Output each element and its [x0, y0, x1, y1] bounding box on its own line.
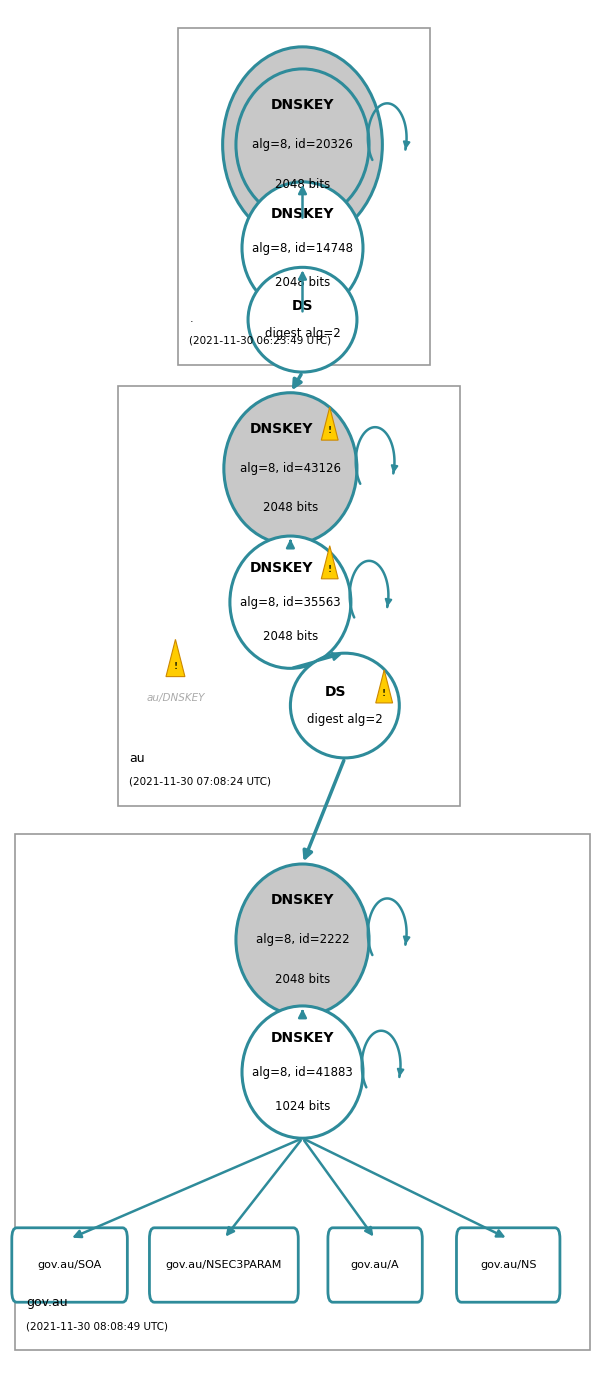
Polygon shape	[166, 639, 185, 677]
Text: gov.au: gov.au	[26, 1297, 68, 1309]
Text: gov.au/NS: gov.au/NS	[480, 1259, 537, 1271]
Text: (2021-11-30 08:08:49 UTC): (2021-11-30 08:08:49 UTC)	[26, 1322, 168, 1331]
Text: alg=8, id=20326: alg=8, id=20326	[252, 138, 353, 152]
Text: au: au	[129, 752, 145, 765]
Text: digest alg=2: digest alg=2	[307, 712, 383, 726]
Text: 2048 bits: 2048 bits	[275, 276, 330, 289]
Text: alg=8, id=41883: alg=8, id=41883	[252, 1065, 353, 1079]
FancyBboxPatch shape	[118, 386, 460, 806]
Text: alg=8, id=14748: alg=8, id=14748	[252, 241, 353, 255]
Polygon shape	[321, 407, 338, 440]
Text: DNSKEY: DNSKEY	[271, 98, 334, 112]
Text: (2021-11-30 06:23:49 UTC): (2021-11-30 06:23:49 UTC)	[189, 336, 332, 346]
Ellipse shape	[242, 182, 363, 314]
Text: DNSKEY: DNSKEY	[271, 207, 334, 220]
Ellipse shape	[236, 864, 369, 1016]
Ellipse shape	[290, 653, 399, 758]
Text: alg=8, id=35563: alg=8, id=35563	[240, 595, 341, 609]
FancyBboxPatch shape	[15, 834, 590, 1350]
Text: !: !	[328, 565, 332, 575]
Ellipse shape	[223, 47, 382, 243]
Text: 2048 bits: 2048 bits	[263, 502, 318, 514]
Ellipse shape	[230, 536, 351, 668]
Text: (2021-11-30 07:08:24 UTC): (2021-11-30 07:08:24 UTC)	[129, 777, 271, 787]
Ellipse shape	[224, 393, 357, 544]
Text: 1024 bits: 1024 bits	[275, 1100, 330, 1113]
Polygon shape	[376, 670, 393, 703]
Ellipse shape	[242, 1006, 363, 1138]
Ellipse shape	[248, 267, 357, 372]
Text: 2048 bits: 2048 bits	[275, 178, 330, 190]
Text: alg=8, id=43126: alg=8, id=43126	[240, 462, 341, 475]
FancyBboxPatch shape	[456, 1228, 560, 1302]
FancyBboxPatch shape	[328, 1228, 422, 1302]
Ellipse shape	[236, 69, 369, 220]
Text: !: !	[174, 661, 177, 671]
Text: DNSKEY: DNSKEY	[250, 422, 313, 435]
Text: 2048 bits: 2048 bits	[263, 630, 318, 644]
Text: au/DNSKEY: au/DNSKEY	[146, 693, 204, 703]
FancyBboxPatch shape	[178, 28, 430, 365]
Text: 2048 bits: 2048 bits	[275, 973, 330, 985]
Text: alg=8, id=2222: alg=8, id=2222	[256, 933, 349, 947]
Text: DNSKEY: DNSKEY	[271, 1031, 334, 1045]
Polygon shape	[321, 546, 338, 579]
Text: DS: DS	[325, 685, 347, 699]
Text: digest alg=2: digest alg=2	[264, 327, 341, 340]
Text: .: .	[189, 314, 193, 324]
Text: DS: DS	[292, 299, 313, 313]
Text: DNSKEY: DNSKEY	[250, 561, 313, 575]
FancyBboxPatch shape	[12, 1228, 127, 1302]
Text: gov.au/SOA: gov.au/SOA	[38, 1259, 102, 1271]
Text: DNSKEY: DNSKEY	[271, 893, 334, 907]
Text: !: !	[328, 426, 332, 435]
FancyBboxPatch shape	[149, 1228, 298, 1302]
Text: !: !	[382, 689, 386, 699]
Text: gov.au/NSEC3PARAM: gov.au/NSEC3PARAM	[166, 1259, 282, 1271]
Text: gov.au/A: gov.au/A	[351, 1259, 399, 1271]
